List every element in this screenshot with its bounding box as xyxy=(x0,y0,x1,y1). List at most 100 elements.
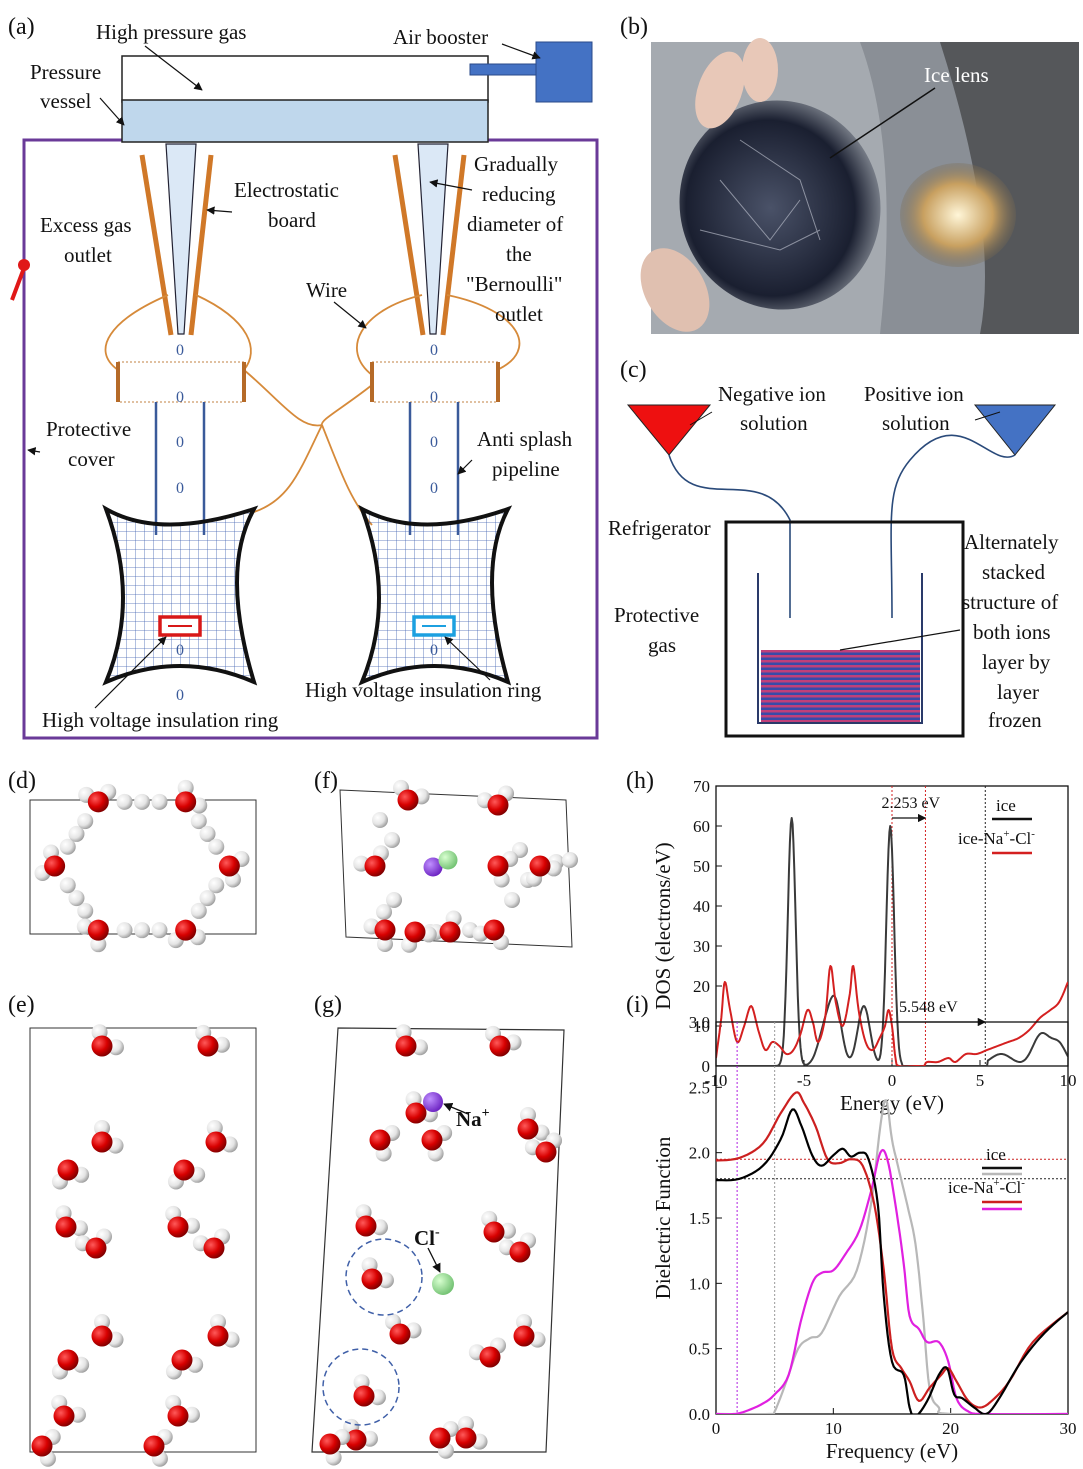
water-molecule xyxy=(353,1374,386,1407)
water-molecule xyxy=(524,1132,563,1163)
label-refrigerator: Refrigerator xyxy=(608,516,711,540)
neg-ion-pointer xyxy=(689,411,713,426)
label-alt-7: frozen xyxy=(988,708,1042,732)
air-booster-pipe xyxy=(469,63,537,76)
panel-b-letter: (b) xyxy=(620,14,648,40)
oxygen-atom xyxy=(489,1035,511,1057)
na-text: Na xyxy=(456,1107,482,1131)
legend-mix: ice-Na+-Cl- xyxy=(958,828,1035,848)
water-molecule xyxy=(498,1232,537,1263)
layered-ice xyxy=(761,650,920,722)
cl-sup: - xyxy=(435,1225,440,1240)
label-high-pressure-gas: High pressure gas xyxy=(96,20,246,44)
water-molecule xyxy=(165,1205,200,1238)
water-molecule xyxy=(369,1125,401,1162)
label-air-booster: Air booster xyxy=(393,25,488,49)
label-cl: Cl- xyxy=(414,1225,440,1250)
label-excess-gas-2: outlet xyxy=(64,243,112,267)
water-molecule xyxy=(526,855,562,887)
water-molecule xyxy=(175,779,208,814)
label-na: Na+ xyxy=(456,1106,490,1131)
oxygen-atom xyxy=(374,919,396,941)
panel-g: (g) Na+ Cl- xyxy=(311,992,565,1466)
label-protective-cover-1: Protective xyxy=(46,417,131,441)
hydrogen-atom xyxy=(116,793,133,810)
hydrogen-atom xyxy=(94,1120,110,1136)
water-molecule xyxy=(363,918,396,952)
label-neg-1: Negative ion xyxy=(718,382,826,406)
oxygen-atom xyxy=(175,791,197,813)
ring-electrode-left xyxy=(116,361,246,403)
water-molecule xyxy=(91,1024,124,1057)
hydrogen-atom xyxy=(386,892,402,908)
y-tick-label: 60 xyxy=(693,817,710,836)
oxygen-atom xyxy=(529,855,551,877)
y-tick-label: 2.5 xyxy=(689,1078,710,1097)
root-ball xyxy=(900,163,1016,267)
label-pressure-vessel-2: vessel xyxy=(40,89,91,113)
hydrogen-atom xyxy=(376,904,392,920)
oxygen-atom xyxy=(205,1131,227,1153)
molecules-g xyxy=(319,1024,563,1466)
water-molecule xyxy=(167,919,206,949)
oxygen-atom xyxy=(57,1159,79,1181)
water-molecule xyxy=(343,1418,378,1451)
panel-d: (d) xyxy=(8,768,257,953)
panel-d-letter: (d) xyxy=(8,768,36,794)
label-gradual-5: "Bernoulli" xyxy=(466,272,562,296)
panel-i-letter: (i) xyxy=(626,992,649,1018)
oxygen-atom xyxy=(487,855,509,877)
droplet: 0 xyxy=(176,389,184,406)
label-gradual-3: diameter of xyxy=(467,212,563,236)
pressure-vessel xyxy=(121,99,489,143)
oxygen-atom xyxy=(439,921,461,943)
oxygen-atom xyxy=(395,1035,417,1057)
panel-c-letter: (c) xyxy=(620,357,647,383)
bernoulli-nozzle-left xyxy=(165,143,197,335)
oxygen-atom xyxy=(355,1215,377,1237)
water-molecule xyxy=(91,1120,124,1154)
na-pointer xyxy=(443,1102,469,1115)
hydrogen-atom xyxy=(59,838,76,855)
water-molecule xyxy=(34,844,66,881)
water-molecule xyxy=(468,1337,507,1368)
oxygen-atom xyxy=(429,1427,451,1449)
oxygen-atom xyxy=(85,1237,107,1259)
label-gradual-1: Gradually xyxy=(474,152,558,176)
pointer-lines xyxy=(27,43,541,709)
water-molecule xyxy=(143,1429,173,1467)
layered-ice-pointer xyxy=(839,629,961,651)
x-axis-label: Frequency (eV) xyxy=(826,1439,958,1463)
water-molecule xyxy=(218,851,250,888)
electrostatic-boards xyxy=(139,154,467,336)
panel-c: (c) Negative ion solution Positive ion s… xyxy=(608,357,1059,738)
x-tick-label: 5 xyxy=(976,1071,985,1090)
label-wire: Wire xyxy=(306,278,347,302)
water-molecule xyxy=(78,783,117,813)
label-alt-3: structure of xyxy=(962,590,1058,614)
oxygen-atom xyxy=(361,1268,383,1290)
droplet: 0 xyxy=(430,480,438,497)
oxygen-atom xyxy=(167,1216,189,1238)
dashed-circle-2 xyxy=(322,1348,400,1426)
excess-gas-valve xyxy=(10,259,30,301)
hydrogen-atom xyxy=(458,1416,474,1432)
hydrogen-atom xyxy=(59,877,76,894)
label-electrostatic-1: Electrostatic xyxy=(234,178,339,202)
molecules-e xyxy=(31,1024,240,1467)
collection-net-right xyxy=(358,504,513,686)
panel-g-letter: (g) xyxy=(314,992,342,1018)
oxygen-atom xyxy=(53,1405,75,1427)
label-protective-gas-2: gas xyxy=(648,633,676,657)
negative-ion-funnel xyxy=(626,404,712,456)
water-molecule xyxy=(51,1349,90,1380)
water-molecule xyxy=(51,1394,86,1427)
water-molecule xyxy=(74,1228,113,1259)
series-ice-line xyxy=(716,817,1068,1066)
water-molecule xyxy=(395,1024,428,1057)
label-ice-lens: Ice lens xyxy=(924,63,989,87)
hydrogen-atom xyxy=(208,838,225,855)
hydrogen-atom xyxy=(151,793,168,810)
y-axis-label: Dielectric Function xyxy=(651,1136,675,1299)
droplet: 0 xyxy=(430,342,438,359)
